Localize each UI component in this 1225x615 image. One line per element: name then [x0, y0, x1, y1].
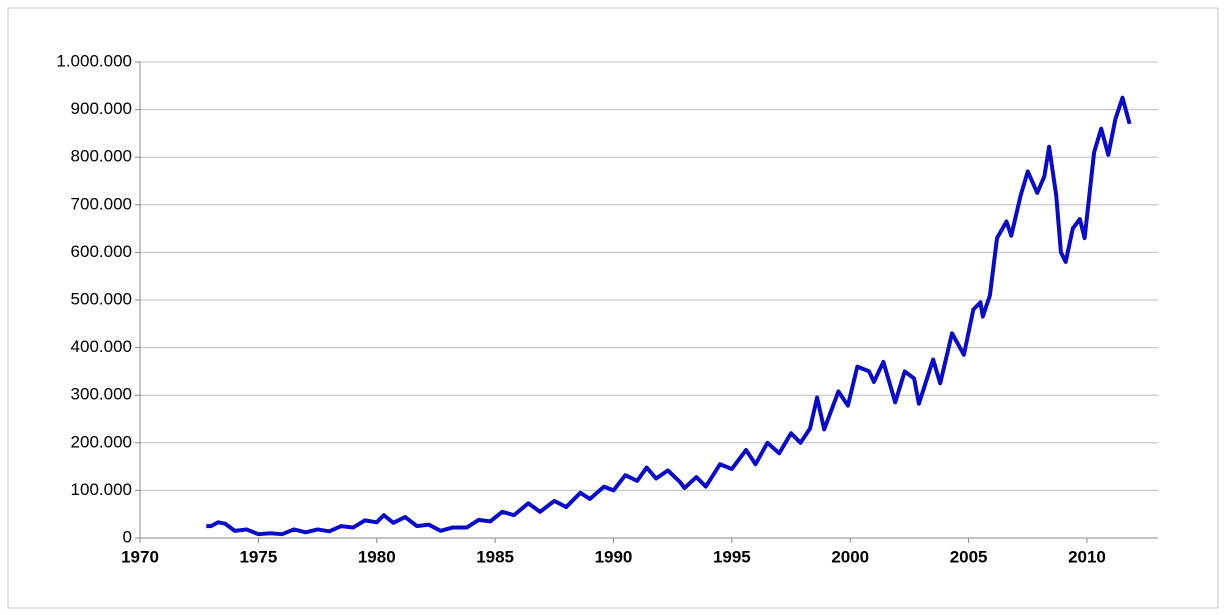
y-tick-label: 0: [123, 527, 132, 546]
y-tick-label: 100.000: [71, 480, 132, 499]
x-tick-label: 2000: [831, 547, 869, 566]
y-tick-label: 300.000: [71, 385, 132, 404]
y-tick-label: 1.000.000: [56, 51, 132, 70]
x-tick-label: 1970: [121, 547, 159, 566]
y-tick-label: 500.000: [71, 289, 132, 308]
y-tick-label: 200.000: [71, 432, 132, 451]
y-tick-label: 700.000: [71, 194, 132, 213]
x-tick-label: 1985: [476, 547, 514, 566]
data-line: [206, 95, 1132, 537]
x-tick-label: 1980: [358, 547, 396, 566]
x-tick-label: 1990: [595, 547, 633, 566]
y-tick-label: 600.000: [71, 242, 132, 261]
chart-frame: [7, 7, 1219, 609]
y-tick-label: 900.000: [71, 99, 132, 118]
x-tick-label: 2010: [1068, 547, 1106, 566]
x-tick-label: 1995: [713, 547, 751, 566]
y-tick-label: 400.000: [71, 337, 132, 356]
x-tick-label: 2005: [950, 547, 988, 566]
y-tick-label: 800.000: [71, 147, 132, 166]
x-tick-label: 1975: [239, 547, 277, 566]
